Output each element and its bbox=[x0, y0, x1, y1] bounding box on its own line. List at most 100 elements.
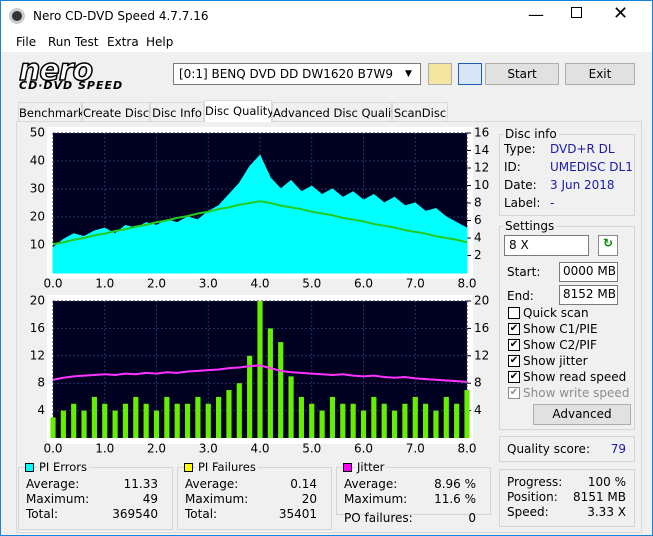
menu-item[interactable]: Help bbox=[146, 35, 174, 49]
checkbox[interactable]: ✔ bbox=[508, 371, 520, 383]
checkbox[interactable]: ✔ bbox=[508, 323, 520, 335]
bar bbox=[133, 396, 139, 438]
stat-label: Average: bbox=[26, 477, 80, 491]
exit-button[interactable]: Exit bbox=[565, 63, 635, 85]
y2-tick-label: 4 bbox=[474, 403, 482, 417]
y2-tick-label: 16 bbox=[474, 126, 489, 140]
save-button[interactable] bbox=[458, 63, 482, 85]
x-tick-label: 8.0 bbox=[457, 442, 476, 456]
quality-label: Quality score: bbox=[507, 442, 590, 456]
checkbox[interactable]: ✔ bbox=[508, 355, 520, 367]
menu-item[interactable]: Extra bbox=[107, 35, 139, 49]
bar bbox=[267, 328, 273, 438]
stat-label: Maximum: bbox=[26, 492, 90, 506]
tab[interactable]: ScanDisc bbox=[392, 102, 448, 121]
y-tick-label: 12 bbox=[30, 348, 45, 362]
y-tick-label: 50 bbox=[30, 126, 45, 140]
bar bbox=[350, 403, 356, 438]
dropdown-arrow: ▼ bbox=[405, 69, 412, 79]
menu-bar bbox=[1, 31, 652, 52]
x-tick-label: 8.0 bbox=[457, 277, 476, 291]
stats-title: PI Errors bbox=[37, 460, 90, 474]
y-tick-label: 8 bbox=[37, 376, 45, 390]
y2-tick-label: 4 bbox=[474, 231, 482, 245]
progress-label: Progress: bbox=[507, 475, 563, 489]
x-tick-label: 2.0 bbox=[147, 277, 166, 291]
stat-value: 8.96 % bbox=[434, 477, 476, 491]
y2-tick-label: 8 bbox=[474, 376, 482, 390]
group-box bbox=[499, 469, 635, 527]
x-tick-label: 0.0 bbox=[43, 277, 62, 291]
legend-swatch bbox=[184, 463, 193, 472]
info-value: 3 Jun 2018 bbox=[550, 178, 615, 192]
end-label: End: bbox=[507, 289, 534, 303]
bar bbox=[60, 410, 66, 438]
tab[interactable]: Benchmark bbox=[18, 102, 85, 121]
app-icon bbox=[9, 8, 25, 24]
advanced-button[interactable]: Advanced bbox=[533, 404, 631, 425]
bar bbox=[454, 403, 460, 438]
y-tick-label: 4 bbox=[37, 403, 45, 417]
group-box bbox=[499, 134, 635, 216]
checkbox-label: Show C1/PIE bbox=[523, 322, 598, 336]
menu-item[interactable]: File bbox=[16, 35, 37, 49]
start-button[interactable]: Start bbox=[485, 63, 559, 85]
bar bbox=[236, 383, 242, 438]
x-tick-label: 4.0 bbox=[250, 442, 269, 456]
info-label: Label: bbox=[504, 196, 541, 210]
minimize-button[interactable]: — bbox=[528, 5, 544, 24]
tab[interactable]: Disc Info bbox=[150, 102, 204, 121]
title-bar bbox=[1, 1, 652, 31]
info-label: Type: bbox=[504, 142, 536, 156]
end-input[interactable]: 8152 MB bbox=[559, 285, 618, 305]
tab[interactable]: Disc Quality bbox=[204, 100, 274, 122]
start-input[interactable]: 0000 MB bbox=[559, 262, 618, 282]
speed-select[interactable]: 8 X bbox=[504, 235, 589, 256]
stat-value: 11.6 % bbox=[434, 492, 476, 506]
tab[interactable]: Advanced Disc Quality bbox=[272, 102, 403, 121]
legend-swatch bbox=[25, 463, 34, 472]
stats-group bbox=[18, 467, 173, 530]
bar bbox=[122, 403, 129, 438]
menu-item[interactable]: Run Test bbox=[48, 35, 99, 49]
y2-tick-label: 8 bbox=[474, 196, 482, 210]
checkbox[interactable] bbox=[508, 307, 520, 319]
x-tick-label: 1.0 bbox=[95, 442, 114, 456]
bar bbox=[247, 355, 253, 438]
checkbox-label: Show write speed bbox=[523, 386, 630, 400]
stats-title: PI Failures bbox=[196, 460, 258, 474]
info-label: Date: bbox=[504, 178, 537, 192]
bar bbox=[329, 396, 336, 438]
x-tick-label: 7.0 bbox=[406, 277, 425, 291]
tab[interactable]: Create Disc bbox=[82, 102, 150, 121]
y2-tick-label: 6 bbox=[474, 213, 482, 227]
group-box bbox=[499, 226, 635, 430]
x-tick-label: 1.0 bbox=[95, 277, 114, 291]
group-box bbox=[499, 436, 635, 462]
maximize-button[interactable] bbox=[571, 7, 582, 18]
bar bbox=[91, 396, 97, 438]
y2-tick-label: 12 bbox=[474, 348, 489, 362]
start-label: Start: bbox=[507, 265, 541, 279]
stat-label: Total: bbox=[26, 507, 59, 521]
checkbox[interactable]: ✔ bbox=[508, 339, 520, 351]
close-button[interactable]: ✕ bbox=[613, 3, 629, 24]
drive-select[interactable]: [0:1] BENQ DVD DD DW1620 B7W9 bbox=[173, 63, 421, 85]
bar bbox=[164, 396, 170, 438]
checkbox-label: Show read speed bbox=[523, 370, 627, 384]
stat-label: Average: bbox=[185, 477, 239, 491]
bar bbox=[216, 396, 222, 438]
y2-tick-label: 2 bbox=[474, 248, 482, 262]
y-tick-label: 20 bbox=[30, 210, 45, 224]
stat-value: 0.14 bbox=[290, 477, 317, 491]
logo-brand: nero bbox=[18, 52, 94, 89]
progress-label: Position: bbox=[507, 490, 558, 504]
refresh-button[interactable]: ↻ bbox=[598, 235, 618, 256]
info-value: - bbox=[550, 196, 555, 210]
eject-button[interactable] bbox=[428, 63, 452, 85]
bar bbox=[360, 410, 367, 438]
bar bbox=[102, 403, 108, 438]
y2-tick-label: 10 bbox=[474, 178, 489, 192]
